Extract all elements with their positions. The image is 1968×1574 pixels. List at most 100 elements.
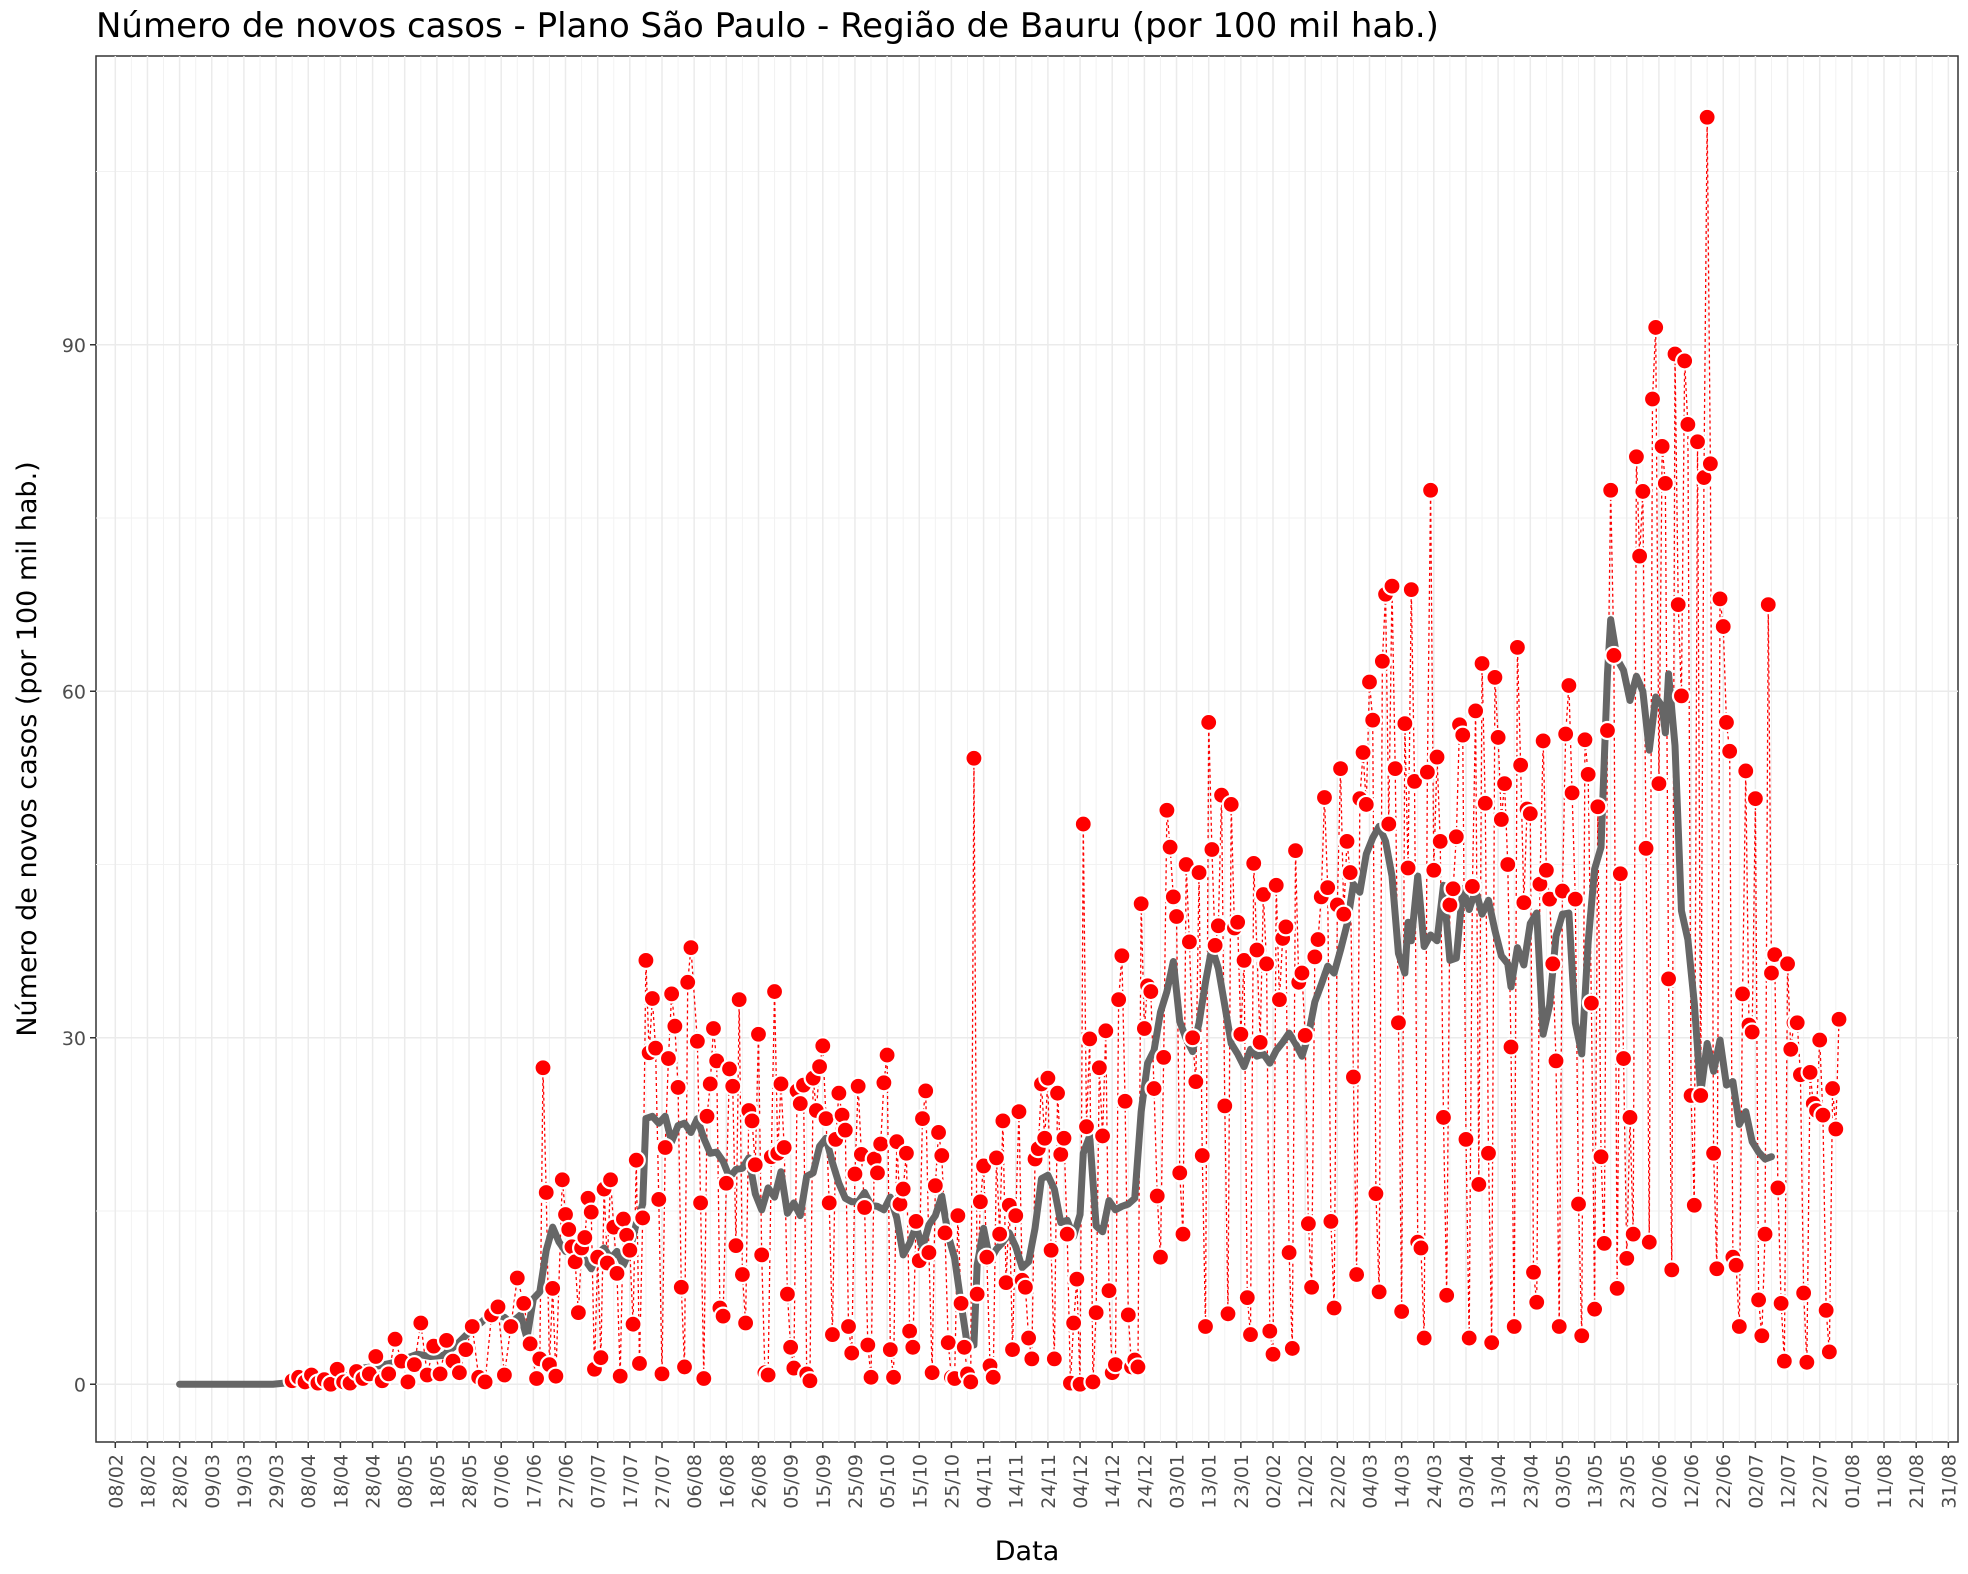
daily-cases-point <box>1466 701 1486 721</box>
daily-cases-point <box>1195 1316 1216 1337</box>
daily-cases-point <box>1575 730 1595 750</box>
daily-cases-point <box>1237 1288 1257 1308</box>
daily-cases-point <box>536 1182 556 1203</box>
daily-cases-point <box>1337 831 1357 852</box>
daily-cases-point <box>1057 1224 1077 1244</box>
daily-cases-point <box>449 1363 469 1383</box>
daily-cases-point <box>752 1245 772 1265</box>
daily-cases-point <box>903 1337 923 1357</box>
daily-cases-point <box>1044 1349 1064 1369</box>
daily-cases-point <box>1340 862 1360 883</box>
daily-cases-point <box>1186 1072 1206 1092</box>
daily-cases-point <box>1009 1102 1029 1122</box>
daily-cases-point <box>822 1324 843 1345</box>
daily-cases-point <box>742 1111 762 1131</box>
daily-cases-point <box>436 1330 457 1350</box>
x-tick-label: 01/08 <box>1842 1454 1864 1509</box>
daily-cases-point <box>1732 984 1753 1004</box>
daily-cases-point <box>1047 1083 1068 1103</box>
daily-cases-point <box>970 1192 990 1212</box>
daily-cases-point <box>1112 946 1132 966</box>
daily-cases-point <box>687 1031 707 1051</box>
daily-cases-point <box>896 1143 917 1163</box>
daily-cases-point <box>829 1083 849 1103</box>
daily-cases-point <box>1597 720 1618 741</box>
daily-cases-point <box>1630 546 1650 566</box>
daily-cases-point <box>1829 1009 1849 1029</box>
daily-cases-point <box>1697 107 1717 127</box>
daily-cases-point <box>1234 950 1254 970</box>
daily-cases-point <box>1382 576 1402 596</box>
daily-cases-point <box>1652 436 1672 456</box>
daily-cases-point <box>636 950 656 970</box>
daily-cases-point <box>1655 473 1675 493</box>
x-tick-label: 21/08 <box>1906 1454 1928 1509</box>
daily-cases-point <box>1366 1184 1386 1204</box>
daily-cases-point <box>1649 774 1669 794</box>
x-tick-label: 23/01 <box>1231 1454 1253 1509</box>
daily-cases-point <box>671 1277 691 1297</box>
daily-cases-point <box>938 1333 958 1353</box>
daily-cases-point <box>1298 1214 1318 1234</box>
daily-cases-point <box>1192 1145 1212 1166</box>
daily-cases-point <box>1006 1206 1026 1226</box>
daily-cases-point <box>1054 1128 1074 1148</box>
daily-cases-point <box>379 1364 399 1384</box>
x-tick-label: 28/05 <box>459 1454 481 1509</box>
daily-cases-point <box>1385 759 1405 779</box>
daily-cases-point <box>1318 877 1338 898</box>
daily-cases-point <box>736 1313 756 1333</box>
daily-cases-point <box>1015 1277 1035 1297</box>
daily-cases-point <box>1279 1242 1299 1263</box>
daily-cases-point <box>1678 414 1698 435</box>
daily-cases-point <box>1736 761 1756 781</box>
daily-cases-point <box>1768 1178 1788 1198</box>
daily-cases-point <box>880 1339 900 1360</box>
x-tick-label: 23/05 <box>1617 1454 1639 1509</box>
daily-cases-point <box>977 1247 997 1267</box>
daily-cases-point <box>1282 1338 1302 1359</box>
daily-cases-point <box>668 1077 688 1098</box>
daily-cases-point <box>1083 1372 1103 1392</box>
daily-cases-point <box>1478 1143 1499 1163</box>
daily-cases-point <box>1494 774 1515 794</box>
x-tick-label: 15/09 <box>813 1454 835 1509</box>
daily-cases-point <box>1118 1305 1138 1325</box>
x-tick-label: 03/04 <box>1456 1454 1478 1509</box>
daily-cases-point <box>1170 1163 1190 1183</box>
daily-cases-point <box>935 1223 955 1243</box>
daily-cases-point <box>1038 1068 1058 1088</box>
daily-cases-point <box>1771 1293 1791 1314</box>
daily-cases-point <box>854 1197 875 1218</box>
daily-cases-point <box>681 938 701 958</box>
daily-cases-point <box>1128 1357 1148 1377</box>
daily-cases-point <box>961 1372 981 1392</box>
daily-cases-point <box>771 1074 791 1094</box>
daily-cases-point <box>1546 1051 1566 1071</box>
chart-title: Número de novos casos - Plano São Paulo … <box>96 6 1439 46</box>
x-tick-label: 27/07 <box>652 1454 674 1509</box>
daily-cases-point <box>874 1073 894 1093</box>
x-tick-label: 27/06 <box>556 1454 578 1509</box>
daily-cases-point <box>819 1193 839 1213</box>
daily-cases-point <box>745 1155 765 1175</box>
daily-cases-point <box>697 1106 717 1126</box>
daily-cases-connector <box>179 117 1840 1386</box>
daily-cases-point <box>871 1134 891 1154</box>
series-red-lines <box>179 117 1840 1386</box>
x-tick-label: 07/06 <box>491 1454 513 1509</box>
daily-cases-point <box>1446 827 1466 847</box>
daily-cases-point <box>1543 954 1563 974</box>
daily-cases-point <box>777 1284 798 1304</box>
grid-layer <box>96 56 1958 1442</box>
daily-cases-point <box>645 1038 666 1058</box>
x-tick-label: 29/03 <box>266 1454 288 1509</box>
daily-cases-point <box>1417 762 1437 782</box>
daily-cases-point <box>1019 1328 1039 1348</box>
daily-cases-point <box>1420 480 1441 500</box>
daily-cases-point <box>1556 724 1576 744</box>
daily-cases-point <box>1321 1211 1341 1231</box>
daily-cases-point <box>1758 595 1778 615</box>
daily-cases-point <box>1636 838 1656 858</box>
daily-cases-point <box>764 981 785 1002</box>
